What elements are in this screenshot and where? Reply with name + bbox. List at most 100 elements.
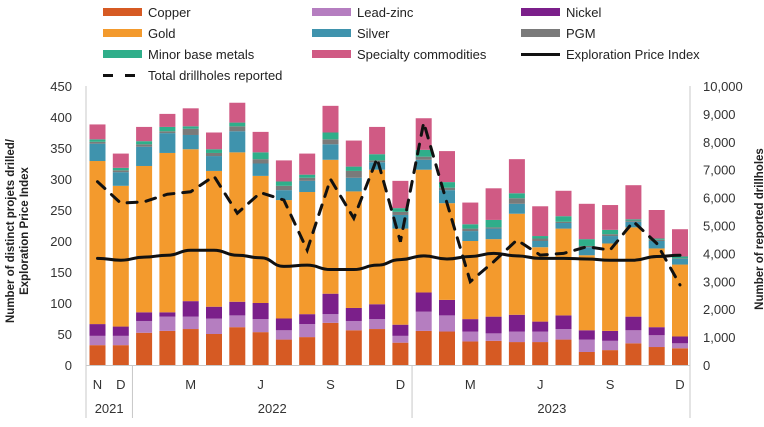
y-tick-label-right: 3,000: [703, 274, 736, 289]
bar-segment-lead-zinc: [415, 311, 432, 331]
bar-segment-copper: [648, 347, 665, 365]
bar-segment-copper: [275, 339, 292, 365]
bar-segment-minor-base-metals: [89, 139, 106, 142]
bar-segment-silver: [485, 228, 502, 240]
bar-segment-pgm: [299, 177, 316, 181]
bar-segment-specialty-commodities: [112, 153, 129, 168]
legend-label-specialty-commodities: Specialty commodities: [357, 46, 487, 62]
bar-segment-lead-zinc: [625, 330, 642, 344]
legend-item-exploration-price-index: Exploration Price Index: [521, 46, 700, 62]
bar-segment-lead-zinc: [462, 331, 479, 342]
bar-segment-minor-base-metals: [275, 181, 292, 186]
bar-segment-copper: [136, 332, 153, 365]
bar-segment-copper: [182, 329, 199, 365]
bar-segment-copper: [252, 332, 269, 365]
y-tick-label-right: 6,000: [703, 191, 736, 206]
bar-segment-copper: [508, 342, 525, 365]
bar-segment-specialty-commodities: [648, 210, 665, 239]
bar-segment-silver: [415, 159, 432, 170]
bar-segment-silver: [229, 131, 246, 153]
y-tick-label-left: 450: [50, 79, 72, 94]
x-tick-label: M: [465, 377, 476, 392]
bar-segment-specialty-commodities: [206, 132, 222, 150]
bar-segment-lead-zinc: [159, 316, 176, 331]
bar-segment-lead-zinc: [555, 329, 572, 340]
y-tick-label-right: 7,000: [703, 163, 736, 178]
legend-swatch-gold: [103, 29, 142, 37]
bar-segment-gold: [252, 175, 269, 303]
bar-segment-minor-base-metals: [345, 166, 362, 171]
x-tick-label: D: [116, 377, 125, 392]
bar-segment-lead-zinc: [439, 315, 455, 332]
bar-segment-minor-base-metals: [229, 122, 246, 127]
bar-segment-nickel: [252, 303, 269, 320]
bar-segment-nickel: [159, 312, 176, 317]
bar-segment-silver: [532, 241, 549, 248]
bar-segment-copper: [322, 322, 339, 365]
x-year-label: 2022: [258, 401, 287, 416]
bar-segment-minor-base-metals: [392, 208, 409, 212]
legend-swatch-pgm: [521, 29, 560, 37]
bar-segment-lead-zinc: [369, 319, 386, 330]
bar-segment-nickel: [392, 324, 409, 336]
bar-segment-copper: [159, 330, 176, 365]
bar-segment-nickel: [625, 316, 642, 331]
bar-segment-specialty-commodities: [415, 118, 432, 150]
bar-segment-specialty-commodities: [602, 205, 619, 230]
bar-segment-minor-base-metals: [672, 256, 688, 259]
bar-segment-pgm: [159, 131, 176, 134]
bar-segment-minor-base-metals: [206, 149, 222, 153]
bar-segment-pgm: [532, 238, 549, 241]
legend-item-gold: Gold: [103, 25, 175, 41]
bar-segment-lead-zinc: [532, 331, 549, 343]
bar-segment-silver: [275, 190, 292, 201]
bar-segment-gold: [345, 191, 362, 308]
bar-segment-pgm: [345, 170, 362, 178]
bar-segment-lead-zinc: [89, 335, 106, 346]
y-tick-label-left: 300: [50, 172, 72, 187]
y-tick-label-right: 1,000: [703, 330, 736, 345]
bar-segment-silver: [602, 236, 619, 244]
legend-item-pgm: PGM: [521, 25, 596, 41]
bar-segment-gold: [89, 161, 106, 325]
bar-segment-copper: [206, 334, 222, 365]
x-tick-label: D: [396, 377, 405, 392]
bar-segment-nickel: [555, 315, 572, 330]
bar-segment-pgm: [392, 211, 409, 215]
bar-segment-copper: [439, 331, 455, 365]
bar-segment-pgm: [672, 258, 688, 259]
bar-segment-gold: [112, 185, 129, 327]
x-year-label: 2023: [537, 401, 566, 416]
bar-segment-silver: [182, 134, 199, 150]
y-tick-label-left: 200: [50, 234, 72, 249]
bar-segment-copper: [485, 340, 502, 365]
bar-segment-nickel: [648, 327, 665, 336]
bar-segment-copper: [392, 342, 409, 365]
bar-segment-gold: [532, 247, 549, 322]
bar-segment-copper: [299, 337, 316, 365]
bar-segment-specialty-commodities: [485, 188, 502, 220]
bar-segment-pgm: [112, 170, 129, 173]
bar-segment-lead-zinc: [252, 319, 269, 333]
bar-segment-minor-base-metals: [508, 193, 525, 199]
bar-segment-specialty-commodities: [345, 140, 362, 167]
bar-segment-gold: [206, 170, 222, 307]
legend-swatch-copper: [103, 8, 142, 16]
bar-segment-nickel: [136, 312, 153, 321]
bar-segment-silver: [369, 162, 386, 170]
bar-segment-lead-zinc: [648, 335, 665, 348]
bar-segment-specialty-commodities: [625, 185, 642, 220]
bar-segment-specialty-commodities: [136, 126, 153, 142]
bar-segment-nickel: [275, 318, 292, 331]
bar-segment-minor-base-metals: [462, 224, 479, 229]
bar-segment-minor-base-metals: [439, 182, 455, 188]
y-tick-label-right: 8,000: [703, 135, 736, 150]
bar-segment-copper: [229, 327, 246, 365]
bar-segment-gold: [602, 243, 619, 331]
legend-item-silver: Silver: [312, 25, 390, 41]
bar-segment-minor-base-metals: [648, 238, 665, 240]
x-tick-label: S: [606, 377, 615, 392]
bar-segment-nickel: [578, 330, 595, 340]
legend-item-copper: Copper: [103, 4, 191, 20]
x-tick-label: N: [93, 377, 102, 392]
